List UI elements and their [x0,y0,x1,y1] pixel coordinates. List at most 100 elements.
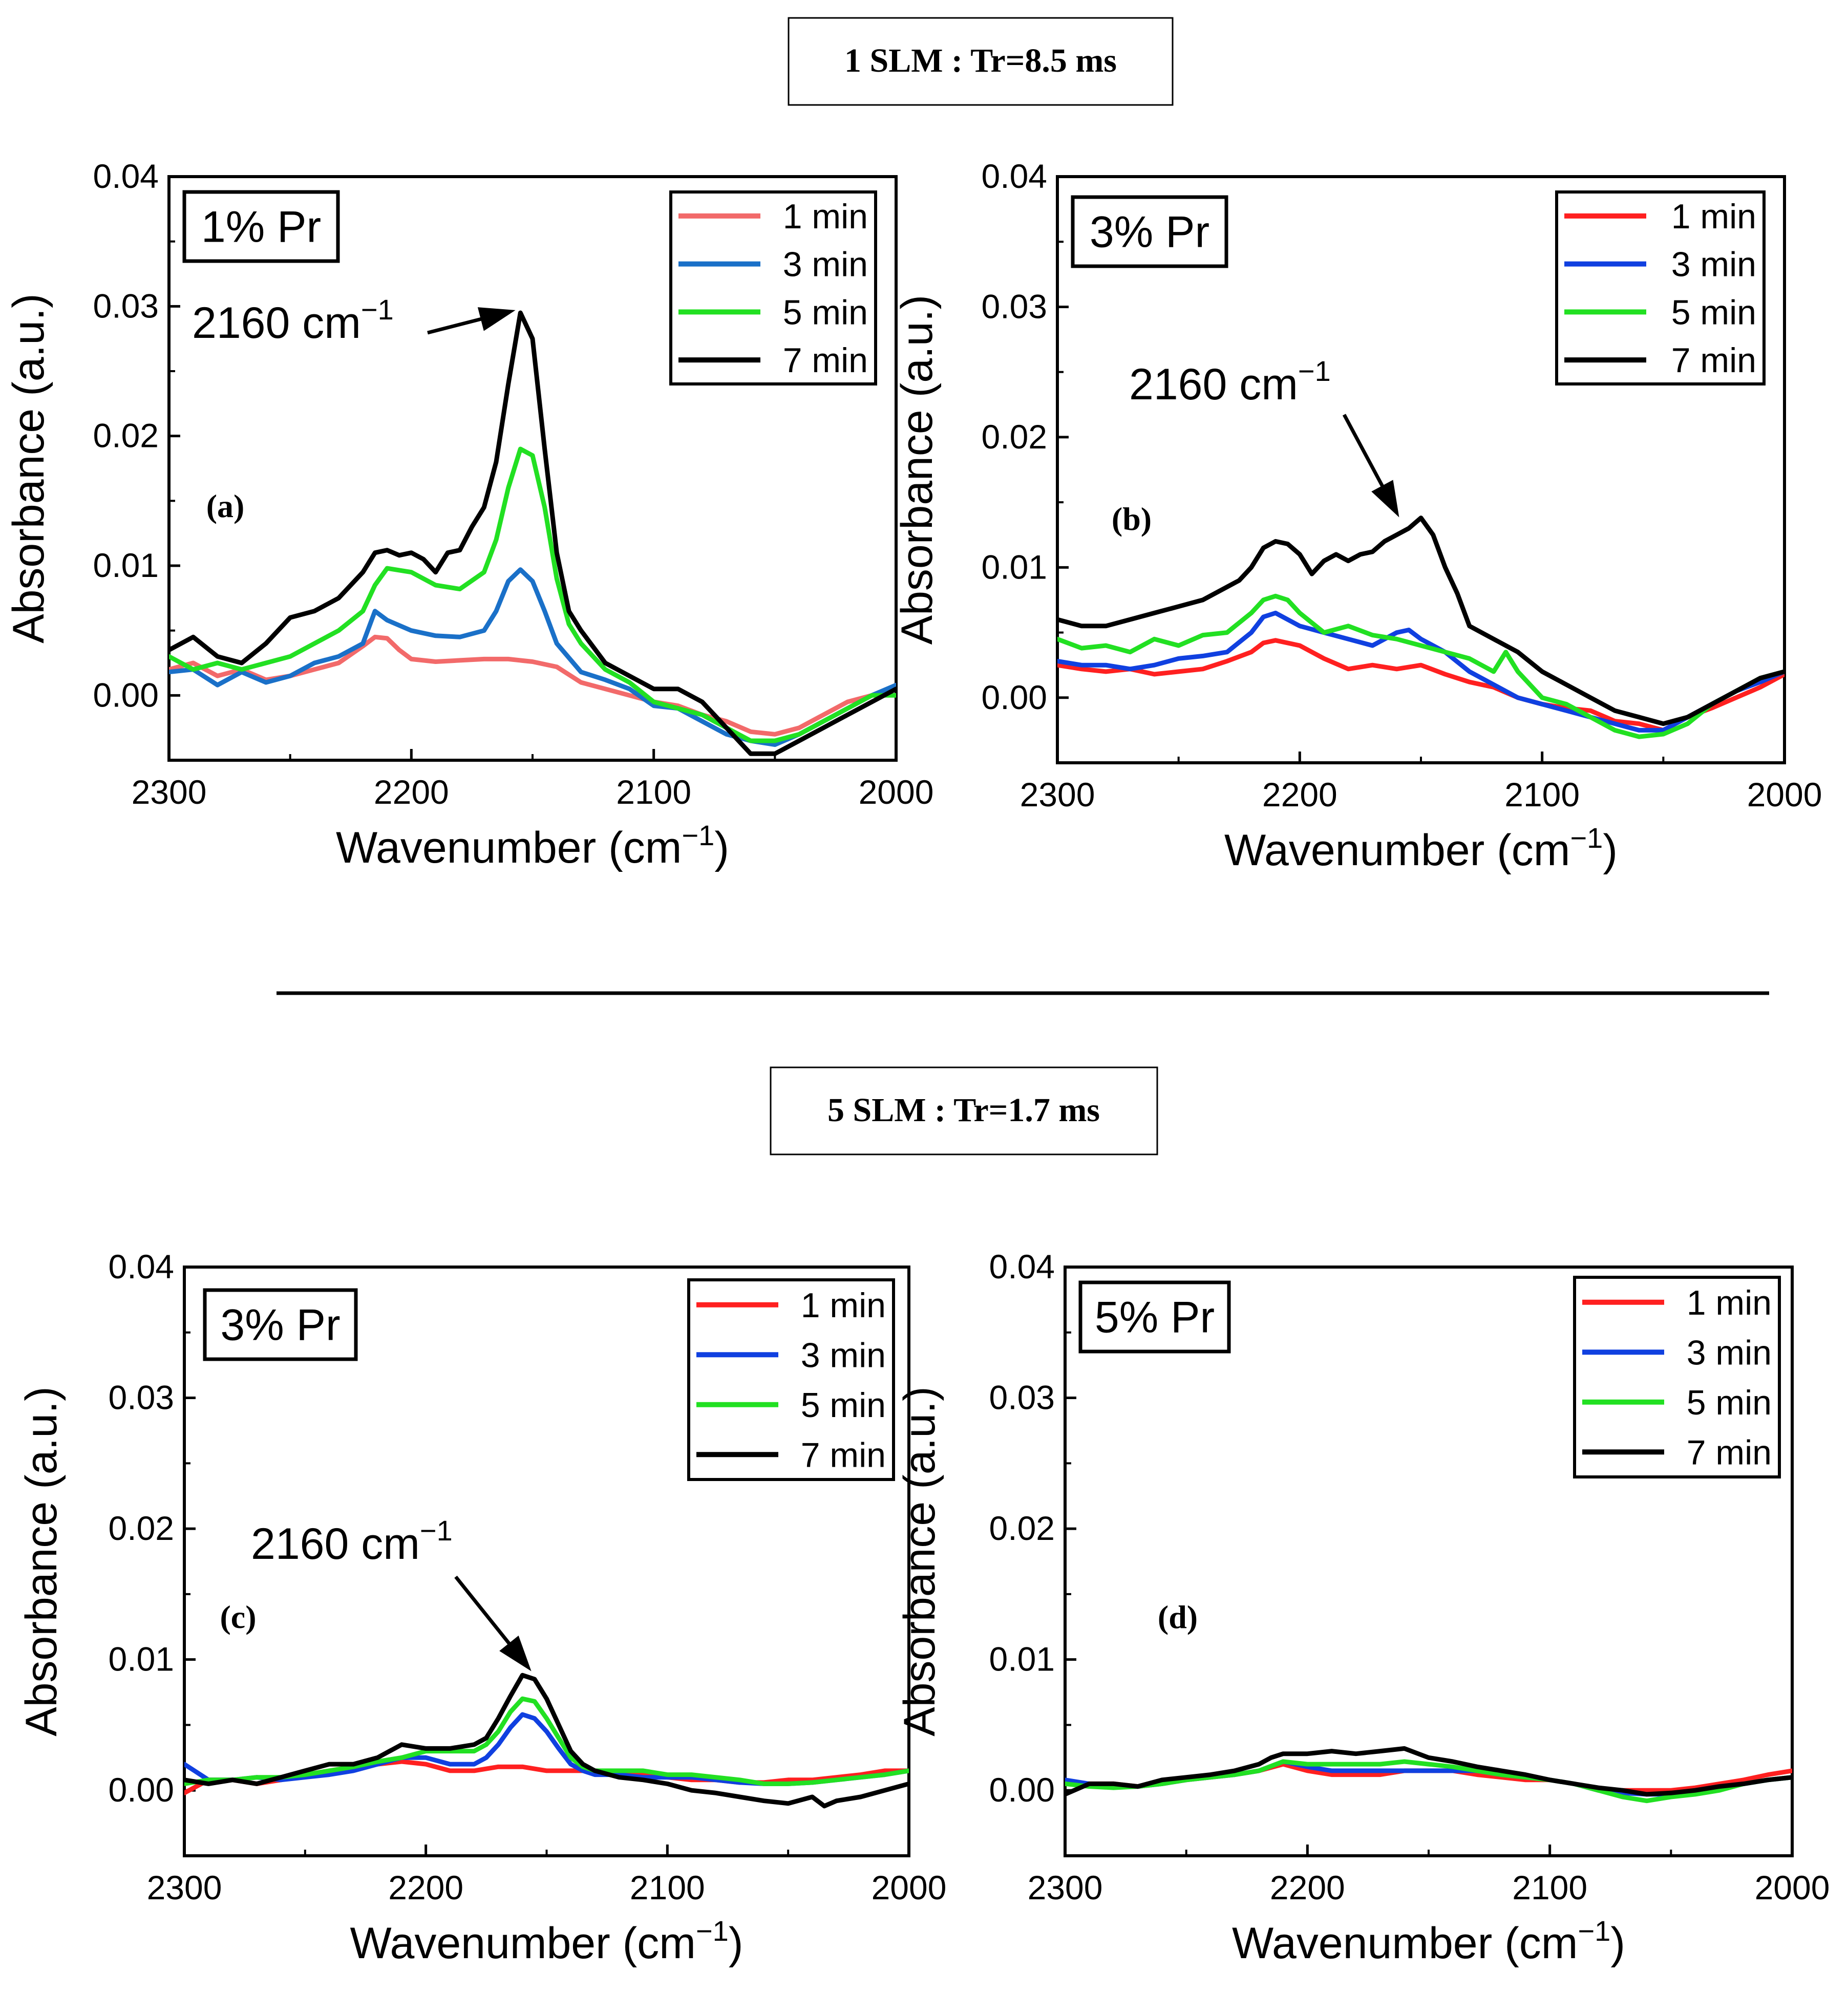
legend-label: 1 min [801,1286,886,1325]
legend-label: 5 min [783,293,868,332]
header-bottom-text: 5 SLM : Tr=1.7 ms [827,1091,1100,1129]
x-axis-label: Wavenumber (cm−1) [1224,822,1618,875]
legend-label: 5 min [1671,293,1756,332]
panel-2: 0.00 0.01 0.02 0.03 0.04 2300 2200 2100 2000 Abso… [893,157,1822,875]
y-tick-label: 0.01 [109,1640,174,1678]
series-line-5-min [184,1696,909,1786]
x-tick-label: 2300 [132,773,207,811]
x-axis-label: Wavenumber (cm−1) [336,819,729,872]
series-line-7-min [169,310,896,756]
series-line-3-min [1057,610,1785,733]
x-tick-label: 2000 [1747,776,1822,813]
x-axis-label: Wavenumber (cm−1) [350,1915,744,1968]
sample-label: 3% Pr [220,1301,340,1350]
legend-label: 5 min [1687,1383,1772,1422]
legend-label: 3 min [783,245,868,284]
y-axis-label: Absorbance (a.u.) [4,293,53,644]
y-axis-label: Absorbance (a.u.) [17,1386,66,1736]
annotation-arrow-head [499,1635,532,1671]
annotation-arrow-shaft [427,315,489,335]
sample-label-box [1078,1280,1231,1354]
legend-label: 3 min [801,1336,886,1375]
x-tick-label: 2200 [388,1869,463,1906]
sample-label: 5% Pr [1095,1293,1215,1342]
series-group [1065,1746,1792,1804]
series-line-5-min [1065,1759,1792,1804]
y-tick-label: 0.02 [989,1509,1055,1547]
panel-label: (d) [1158,1599,1198,1635]
y-tick-label: 0.03 [109,1379,174,1417]
y-tick-label: 0.02 [93,417,159,455]
x-tick-label: 2200 [1270,1869,1345,1906]
y-tick-label: 0.03 [93,287,159,325]
y-tick-label: 0.04 [93,157,159,195]
x-tick-label: 2100 [1512,1869,1587,1906]
legend-label: 7 min [783,341,868,380]
header-bottom-box [770,1066,1158,1155]
legend-box [669,190,877,385]
y-tick-label: 0.01 [989,1640,1055,1678]
panel-label: (a) [206,488,245,524]
sample-label: 3% Pr [1090,208,1209,257]
peak-annotation: 2160 cm−1 [1129,355,1331,409]
annotation-arrow-head [1371,480,1399,518]
y-axis-label: Absorbance (a.u.) [895,1386,944,1736]
x-tick-label: 2000 [859,773,934,811]
series-line-7-min [1065,1746,1792,1797]
sample-label: 1% Pr [201,203,321,252]
legend-label: 3 min [1687,1333,1772,1372]
y-tick-label: 0.01 [93,546,159,584]
header-top-text: 1 SLM : Tr=8.5 ms [844,42,1117,79]
y-tick-label: 0.00 [982,678,1047,716]
series-line-7-min [184,1673,909,1809]
panels: 0.00 0.01 0.02 0.03 0.04 2300 2200 2100 2000 Abso… [4,157,1830,1968]
y-tick-label: 0.02 [982,418,1047,456]
legend-label: 1 min [1687,1283,1772,1322]
legend-label: 1 min [783,197,868,236]
legend-label: 7 min [801,1435,886,1474]
series-line-7-min [1057,516,1785,726]
sample-label-box [203,1288,358,1361]
y-tick-label: 0.03 [989,1379,1055,1417]
sample-label-box [182,190,340,263]
annotation-arrow-head [477,307,516,331]
series-group [169,310,896,756]
legend-label: 1 min [1671,197,1756,236]
y-tick-label: 0.01 [982,548,1047,586]
panel-4: 0.00 0.01 0.02 0.03 0.04 2300 2200 2100 2000 Abso… [895,1248,1830,1968]
legend-box [1573,1276,1781,1478]
legend-label: 7 min [1671,341,1756,380]
x-tick-label: 2300 [147,1869,222,1906]
series-line-5-min [1057,593,1785,739]
x-tick-label: 2200 [374,773,449,811]
annotation-arrow-shaft [454,1575,516,1650]
y-tick-label: 0.04 [109,1248,174,1285]
legend-label: 5 min [801,1386,886,1425]
legend-box [1555,190,1766,385]
legend-box [687,1278,895,1481]
panel-label: (c) [220,1599,256,1635]
header-top-box [788,17,1174,106]
y-tick-label: 0.00 [93,676,159,714]
y-tick-label: 0.03 [982,287,1047,325]
x-tick-label: 2100 [1504,776,1580,813]
legend-label: 3 min [1671,245,1756,284]
y-tick-label: 0.00 [109,1771,174,1809]
series-group [184,1673,909,1809]
x-tick-label: 2100 [616,773,691,811]
y-tick-label: 0.02 [109,1509,174,1547]
x-tick-label: 2100 [630,1869,705,1906]
peak-annotation: 2160 cm−1 [192,293,394,348]
y-tick-label: 0.04 [982,157,1047,195]
x-tick-label: 2300 [1020,776,1095,813]
panel-1: 0.00 0.01 0.02 0.03 0.04 2300 2200 2100 2000 Abso… [4,157,933,872]
series-group [1057,516,1785,739]
x-axis-label: Wavenumber (cm−1) [1232,1915,1625,1968]
series-line-5-min [169,446,896,743]
x-tick-label: 2200 [1262,776,1337,813]
y-tick-label: 0.00 [989,1771,1055,1809]
peak-annotation: 2160 cm−1 [251,1514,453,1569]
